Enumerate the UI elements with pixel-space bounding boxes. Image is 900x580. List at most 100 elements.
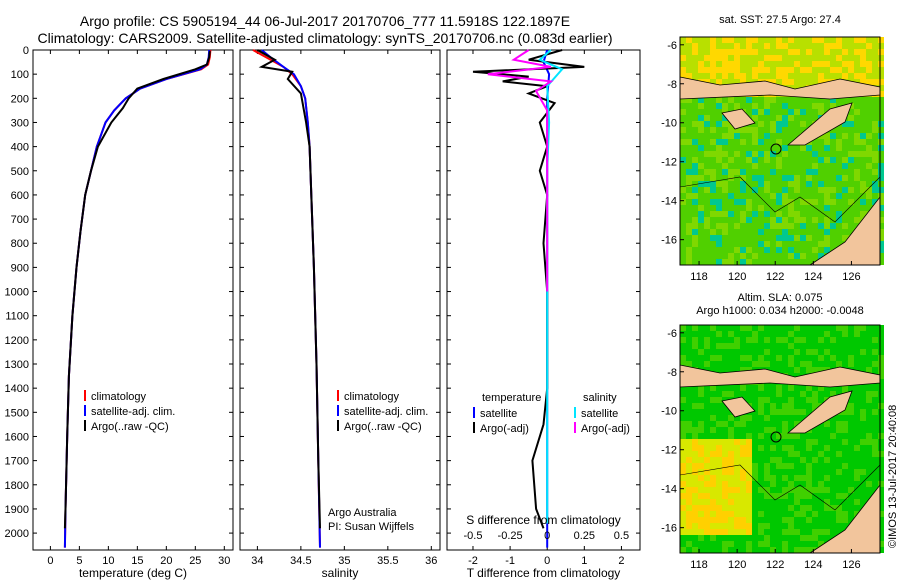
lat-tick-label: -12 (661, 445, 677, 457)
ocean-cell (836, 127, 842, 133)
ocean-cell (842, 157, 848, 163)
ocean-cell (770, 253, 776, 259)
ocean-cell (728, 469, 734, 475)
legend-label: Argo(..raw -QC) (344, 421, 422, 433)
ocean-cell (806, 253, 812, 259)
ocean-cell (740, 205, 746, 211)
ocean-cell (710, 343, 716, 349)
ocean-cell (854, 103, 860, 109)
ocean-cell (686, 151, 692, 157)
ocean-cell (758, 61, 764, 67)
ocean-cell (776, 157, 782, 163)
ocean-cell (698, 205, 704, 211)
ocean-cell (872, 193, 878, 199)
ocean-cell (734, 139, 740, 145)
ocean-cell (776, 511, 782, 517)
ocean-cell (794, 133, 800, 139)
ocean-cell (866, 79, 872, 85)
ocean-cell (734, 433, 740, 439)
ocean-cell (830, 127, 836, 133)
ocean-cell (710, 115, 716, 121)
ocean-cell (752, 409, 758, 415)
ocean-cell (734, 67, 740, 73)
ocean-cell (680, 241, 686, 247)
ocean-cell (818, 139, 824, 145)
ocean-cell (758, 499, 764, 505)
ocean-cell (734, 439, 740, 445)
ocean-cell (800, 541, 806, 547)
ocean-cell (722, 445, 728, 451)
ocean-cell (782, 37, 788, 43)
ocean-cell (854, 469, 860, 475)
lon-tick-label: 122 (766, 271, 784, 283)
ocean-cell (800, 253, 806, 259)
ocean-cell (728, 421, 734, 427)
ocean-cell (794, 487, 800, 493)
lon-tick-label: 120 (728, 271, 746, 283)
ocean-cell (692, 361, 698, 367)
ocean-cell (764, 349, 770, 355)
ocean-cell (854, 391, 860, 397)
ocean-cell (746, 109, 752, 115)
ocean-cell (686, 439, 692, 445)
ocean-cell (728, 445, 734, 451)
ocean-cell (854, 337, 860, 343)
ocean-cell (818, 43, 824, 49)
ocean-cell (704, 217, 710, 223)
ocean-cell (878, 409, 884, 415)
ocean-cell (812, 157, 818, 163)
x-tick-label: 15 (131, 555, 143, 567)
ocean-cell (704, 451, 710, 457)
ocean-cell (764, 337, 770, 343)
ocean-cell (878, 109, 884, 115)
panel-3: -2 -1 0 1 2T difference from climatology (446, 49, 641, 580)
ocean-cell (782, 103, 788, 109)
ocean-cell (716, 457, 722, 463)
ocean-cell (788, 493, 794, 499)
ocean-cell (776, 523, 782, 529)
ocean-cell (878, 145, 884, 151)
ocean-cell (818, 457, 824, 463)
ocean-cell (716, 79, 722, 85)
ocean-cell (794, 49, 800, 55)
ocean-cell (872, 355, 878, 361)
ocean-cell (734, 535, 740, 541)
ocean-cell (752, 427, 758, 433)
ocean-cell (710, 103, 716, 109)
ocean-cell (680, 127, 686, 133)
ocean-cell (734, 511, 740, 517)
ocean-cell (692, 121, 698, 127)
ocean-cell (692, 55, 698, 61)
ocean-cell (848, 493, 854, 499)
ocean-cell (842, 427, 848, 433)
ocean-cell (830, 475, 836, 481)
ocean-cell (740, 331, 746, 337)
ocean-cell (872, 367, 878, 373)
ocean-cell (776, 97, 782, 103)
ocean-cell (746, 493, 752, 499)
ocean-cell (860, 61, 866, 67)
ocean-cell (800, 361, 806, 367)
series-line-4 (487, 49, 554, 292)
ocean-cell (830, 325, 836, 331)
ocean-cell (860, 367, 866, 373)
ocean-cell (692, 157, 698, 163)
ocean-cell (812, 211, 818, 217)
ocean-cell (734, 157, 740, 163)
ocean-cell (752, 331, 758, 337)
ocean-cell (698, 439, 704, 445)
ocean-cell (842, 439, 848, 445)
ocean-cell (740, 61, 746, 67)
ocean-cell (698, 241, 704, 247)
ocean-cell (710, 535, 716, 541)
ocean-cell (740, 487, 746, 493)
ocean-cell (824, 337, 830, 343)
ocean-cell (806, 61, 812, 67)
ocean-cell (740, 343, 746, 349)
ocean-cell (812, 217, 818, 223)
ocean-cell (764, 43, 770, 49)
ocean-cell (878, 403, 884, 409)
ocean-cell (680, 37, 686, 43)
ocean-cell (878, 397, 884, 403)
ocean-cell (776, 463, 782, 469)
